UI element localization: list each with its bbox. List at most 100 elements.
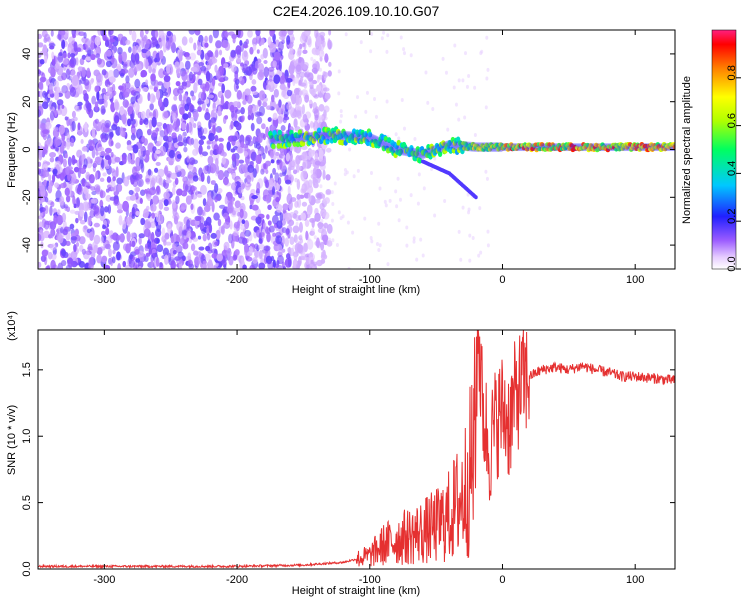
heatmap-cell <box>192 111 199 119</box>
heatmap-cell <box>409 144 414 151</box>
heatmap-cell <box>287 141 292 148</box>
heatmap-cell <box>149 179 155 191</box>
heatmap-cell <box>430 167 434 172</box>
heatmap-cell <box>272 259 276 268</box>
heatmap-cell <box>116 234 121 241</box>
heatmap-cell <box>65 139 71 150</box>
heatmap-cell <box>311 67 318 74</box>
heatmap-cell <box>79 219 86 225</box>
heatmap-cell <box>205 216 212 226</box>
heatmap-cell <box>305 256 310 265</box>
heatmap-cell <box>296 193 301 200</box>
heatmap-cell <box>289 160 296 168</box>
heatmap-cell <box>398 197 402 202</box>
heatmap-cell <box>50 259 56 269</box>
heatmap-cell <box>453 43 457 48</box>
heatmap-cell <box>310 56 314 61</box>
heatmap-cell <box>287 256 292 268</box>
heatmap-cell <box>142 39 150 50</box>
heatmap-cell <box>83 211 88 223</box>
heatmap-cell <box>412 236 416 241</box>
heatmap-cell <box>339 216 343 221</box>
heatmap-cell <box>605 147 611 153</box>
heatmap-cell <box>315 237 320 249</box>
heatmap-cell <box>121 220 127 230</box>
heatmap-cell <box>351 230 355 235</box>
heatmap-cell <box>152 109 157 119</box>
heatmap-cell <box>67 52 71 59</box>
heatmap-cell <box>292 169 298 175</box>
heatmap-cell <box>163 254 169 265</box>
heatmap-cell <box>422 186 426 191</box>
heatmap-cell <box>149 93 156 104</box>
heatmap-cell <box>59 144 65 154</box>
heatmap-cell <box>151 212 155 219</box>
heatmap-cell <box>295 163 300 173</box>
heatmap-cell <box>67 47 72 53</box>
heatmap-cell <box>182 242 189 250</box>
heatmap-cell <box>256 182 261 193</box>
heatmap-cell <box>270 159 275 164</box>
heatmap-cell <box>184 103 190 112</box>
heatmap-cell <box>386 262 390 267</box>
heatmap-cell <box>68 36 76 45</box>
heatmap-cell <box>168 124 172 136</box>
heatmap-cell <box>325 174 331 181</box>
heatmap-cell <box>187 138 192 146</box>
heatmap-cell <box>141 48 148 54</box>
spectrogram-x-ticks: -300 -200 -100 0 100 <box>93 30 644 286</box>
heatmap-cell <box>171 104 177 112</box>
x-tick-label: 0 <box>499 574 505 586</box>
snr-frame <box>37 329 676 570</box>
heatmap-cell <box>109 196 117 201</box>
heatmap-cell <box>49 89 54 95</box>
heatmap-cell <box>231 153 237 162</box>
heatmap-cell <box>289 247 295 257</box>
heatmap-cell <box>71 120 76 132</box>
heatmap-cell <box>73 41 78 53</box>
heatmap-cell <box>112 249 116 255</box>
heatmap-cell <box>477 253 481 258</box>
heatmap-cell <box>228 233 234 244</box>
heatmap-cell <box>468 233 472 238</box>
heatmap-cell <box>96 254 103 264</box>
heatmap-cell <box>223 263 227 269</box>
heatmap-cell <box>299 43 303 50</box>
heatmap-cell <box>38 181 43 187</box>
heatmap-cell <box>106 176 112 183</box>
heatmap-cell <box>188 263 195 269</box>
heatmap-cell <box>224 31 230 37</box>
heatmap-cell <box>62 52 68 59</box>
heatmap-cell <box>374 114 378 119</box>
heatmap-cell <box>405 243 409 248</box>
spectrogram-x-label: Height of straight line (km) <box>292 284 420 296</box>
heatmap-cell <box>167 173 172 178</box>
heatmap-cell <box>187 121 193 133</box>
heatmap-cell <box>257 150 262 155</box>
heatmap-cell <box>121 51 127 62</box>
heatmap-cell <box>419 237 423 242</box>
heatmap-cell <box>186 155 190 163</box>
heatmap-cell <box>405 225 409 230</box>
heatmap-cell <box>149 85 154 90</box>
heatmap-cell <box>244 229 252 237</box>
heatmap-cell <box>81 177 86 187</box>
heatmap-cell <box>79 209 85 217</box>
heatmap-cell <box>162 247 170 257</box>
heatmap-cell <box>38 233 42 242</box>
heatmap-cell <box>108 30 114 36</box>
heatmap-cell <box>312 79 318 85</box>
heatmap-cell <box>93 204 99 215</box>
heatmap-cell <box>163 97 169 108</box>
heatmap-cell <box>59 182 67 189</box>
heatmap-cell <box>84 181 91 187</box>
heatmap-cell <box>155 127 159 132</box>
heatmap-cell <box>118 91 124 100</box>
figure-title: C2E4.2026.109.10.10.G07 <box>273 3 440 19</box>
heatmap-cell <box>155 149 161 154</box>
heatmap-cell <box>275 203 283 213</box>
heatmap-cell <box>251 79 257 85</box>
heatmap-cell <box>260 232 265 237</box>
heatmap-cell <box>69 52 76 58</box>
heatmap-cell <box>90 78 95 83</box>
